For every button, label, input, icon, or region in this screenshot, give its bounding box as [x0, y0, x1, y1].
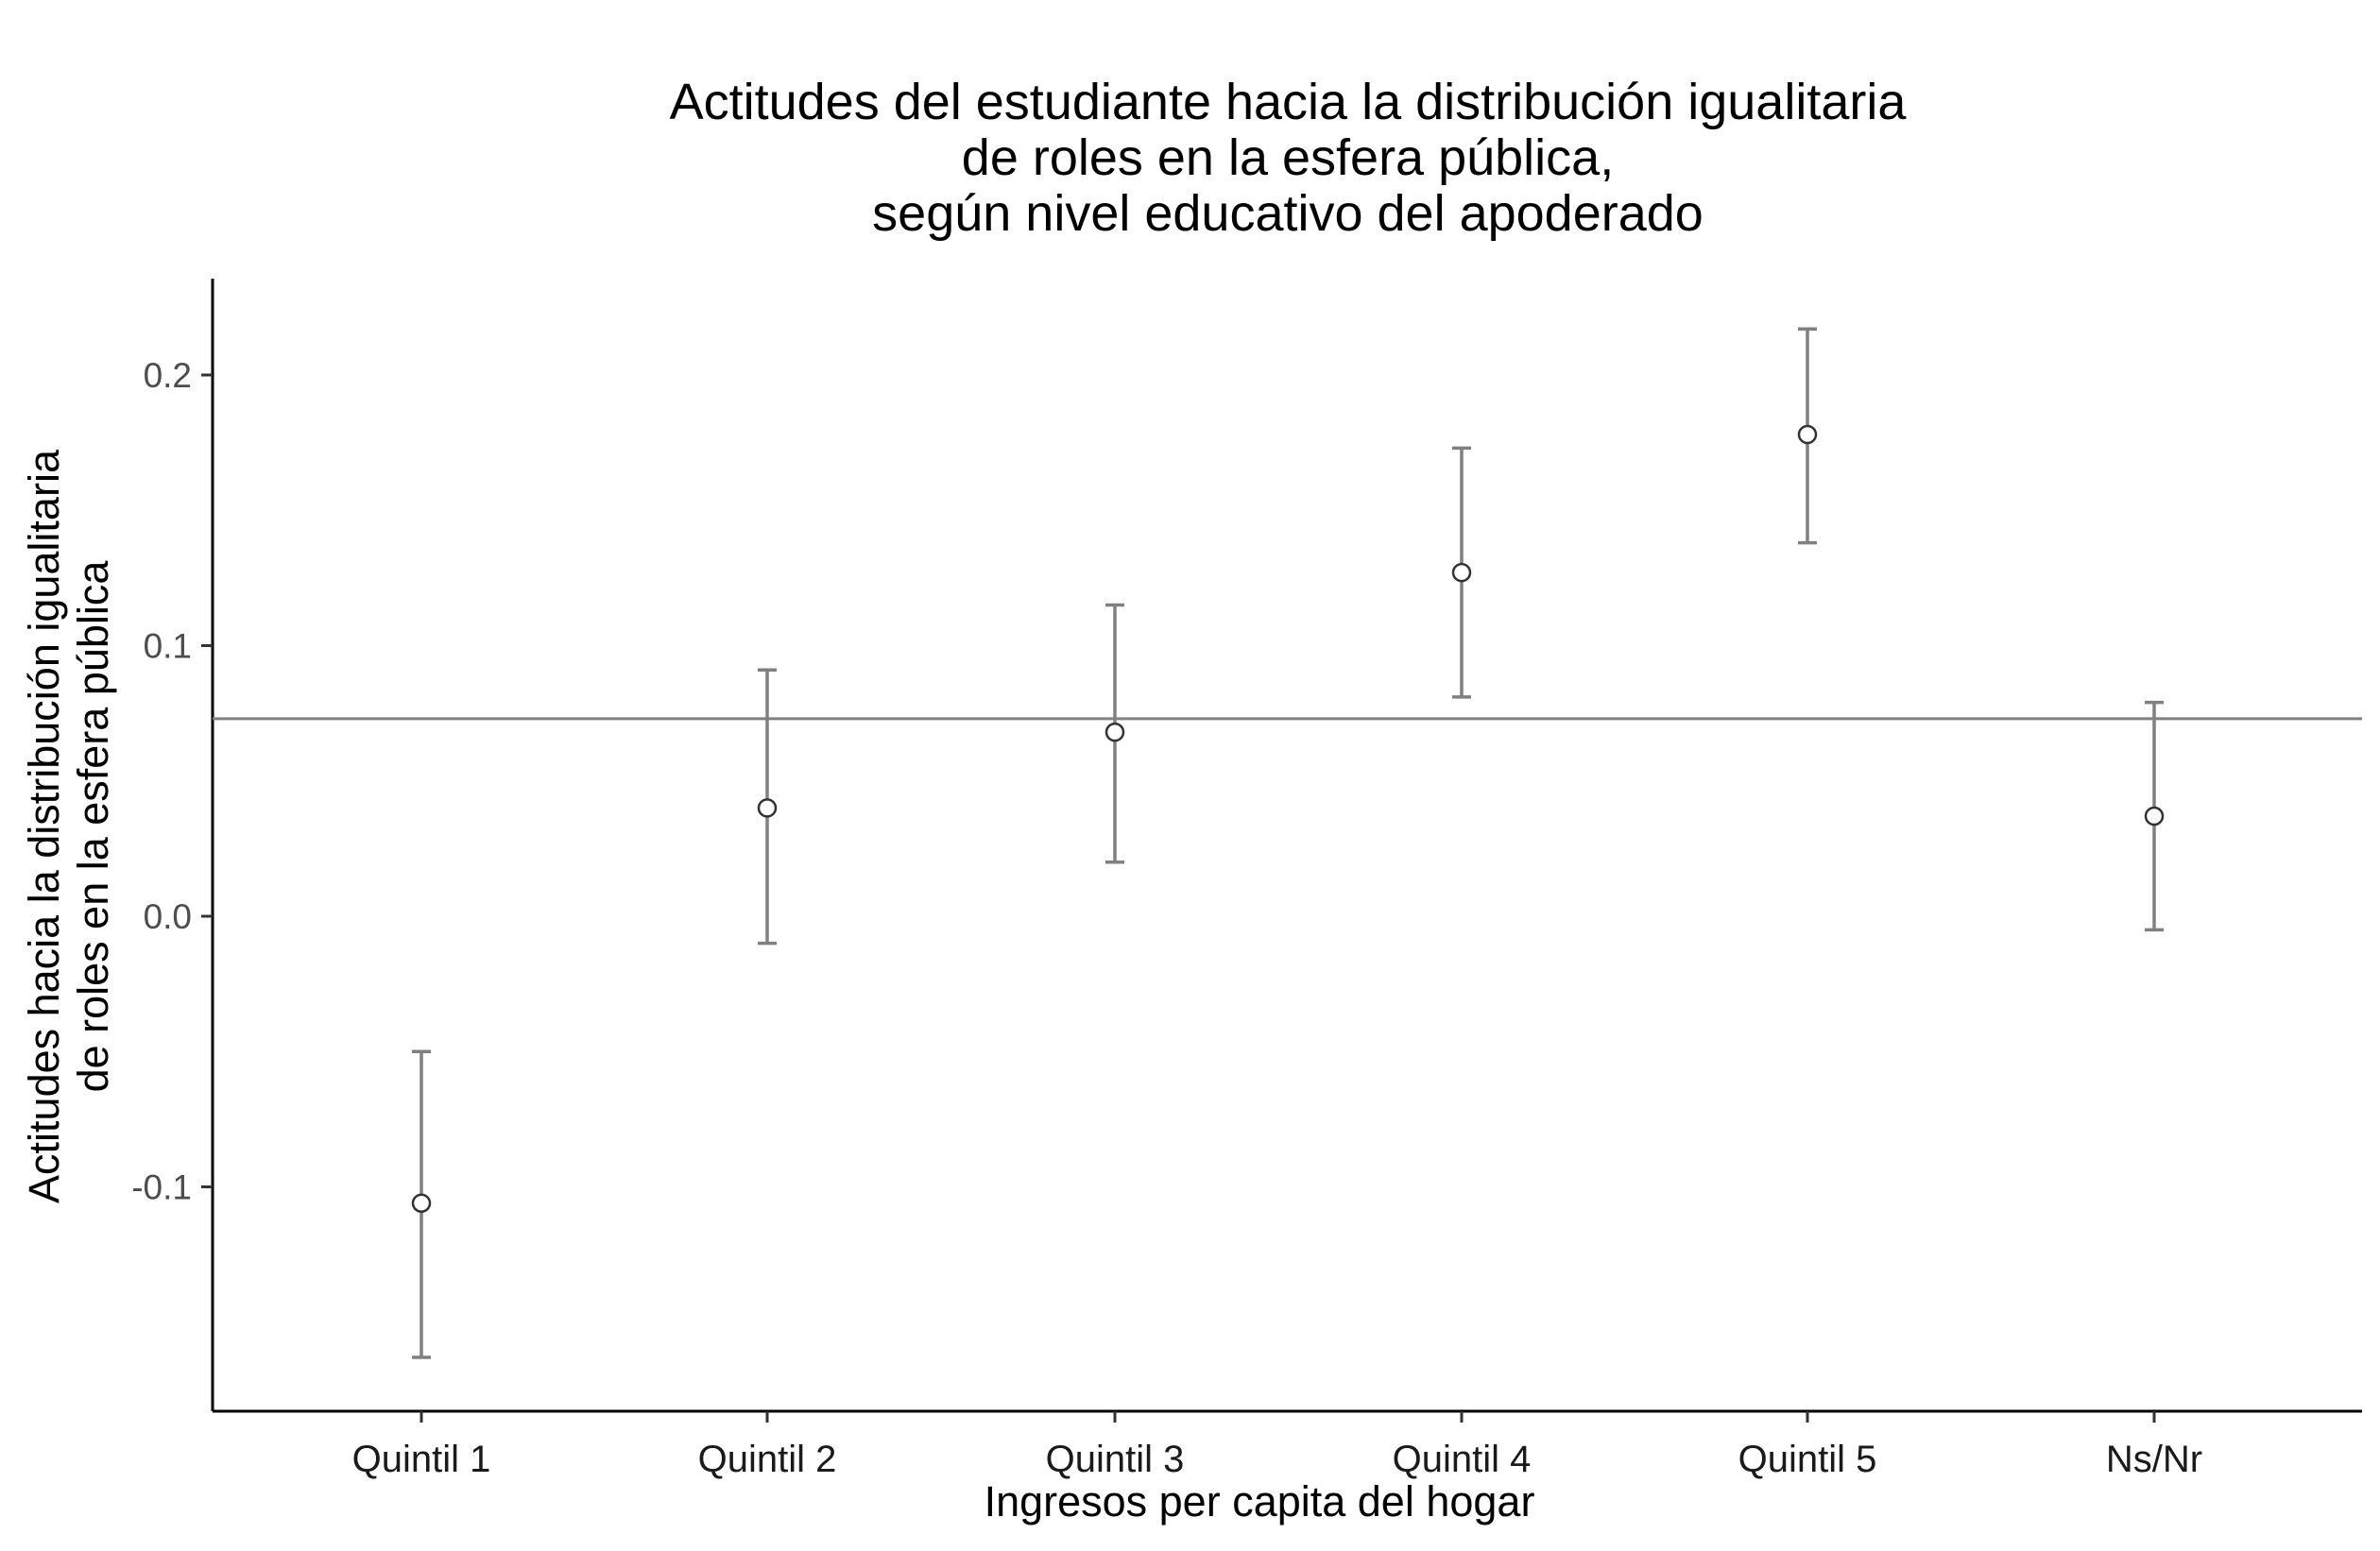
- data-point: [1797, 424, 1818, 445]
- chart-title-line-3: según nivel educativo del apoderado: [872, 185, 1704, 242]
- x-tick-label: Quintil 3: [1046, 1439, 1185, 1480]
- data-point: [411, 1193, 432, 1213]
- chart-title-line-1: Actitudes del estudiante hacia la distri…: [670, 74, 1908, 130]
- data-point: [757, 798, 778, 818]
- x-tick-label: Quintil 2: [698, 1439, 837, 1480]
- y-tick-label: 0.0: [144, 897, 192, 936]
- data-point: [2144, 806, 2165, 827]
- x-tick-label: Quintil 5: [1738, 1439, 1877, 1480]
- y-axis-title-line-1: Actitudes hacia la distribución igualita…: [20, 449, 68, 1203]
- chart-title: Actitudes del estudiante hacia la distri…: [670, 74, 1908, 242]
- y-tick-label: 0.1: [144, 627, 192, 666]
- y-tick-label: 0.2: [144, 356, 192, 395]
- y-axis-title-line-2: de roles en la esfera pública: [69, 560, 117, 1093]
- y-tick-label: -0.1: [131, 1168, 192, 1207]
- chart-title-line-2: de roles en la esfera pública,: [962, 129, 1614, 186]
- y-axis-title: Actitudes hacia la distribución igualita…: [20, 449, 117, 1203]
- x-tick-label: Quintil 4: [1393, 1439, 1532, 1480]
- x-tick-label: Quintil 1: [352, 1439, 491, 1480]
- x-tick-label: Ns/Nr: [2106, 1439, 2202, 1480]
- plot-area: -0.1 0.0 0.1 0.2 Quintil 1 Quintil 2 Quintil 3…: [131, 279, 2362, 1480]
- x-axis-title: Ingresos per capita del hogar: [985, 1477, 1535, 1525]
- data-point: [1104, 722, 1125, 742]
- data-point: [1451, 562, 1472, 583]
